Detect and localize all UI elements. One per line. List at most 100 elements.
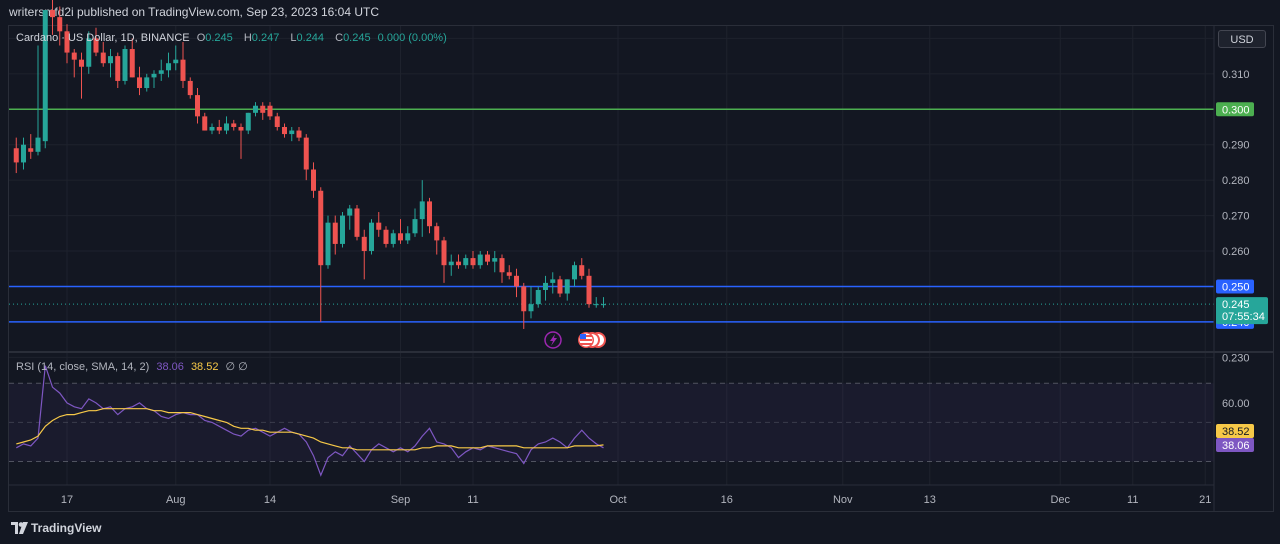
tradingview-brand[interactable]: TradingView [31, 521, 102, 535]
last-price-box [1216, 297, 1268, 325]
time-tick-label: Aug [166, 494, 186, 506]
rsi-badge-label: 38.52 [1222, 426, 1250, 438]
candle [274, 112, 280, 131]
candle-body [79, 59, 84, 67]
symbol-name[interactable]: Cardano · US Dollar, 1D, BINANCE [16, 32, 190, 44]
candle [485, 251, 490, 266]
candle-body [376, 222, 382, 230]
candle-body [224, 123, 229, 131]
candle-body [535, 289, 541, 305]
candle-body [100, 52, 106, 64]
candle [289, 126, 295, 142]
candle [253, 102, 258, 117]
candle [245, 112, 251, 135]
candle [354, 204, 360, 241]
candle [405, 226, 411, 244]
candle [166, 52, 171, 78]
time-tick-label: 13 [924, 494, 936, 506]
footer: TradingView [0, 512, 1280, 544]
candle [86, 31, 92, 74]
price-badge: 0.300 [1216, 102, 1254, 117]
us-flag-icon[interactable] [578, 332, 606, 348]
candle-body [129, 49, 135, 78]
candle-body [144, 77, 150, 89]
low-value: 0.244 [296, 32, 325, 44]
candle-body [448, 261, 454, 266]
candle [13, 137, 19, 174]
time-tick-label: 17 [61, 494, 73, 506]
candle [528, 286, 534, 319]
candle [129, 38, 135, 78]
candle-body [180, 59, 186, 81]
time-tick-label: 14 [264, 494, 276, 506]
candle [412, 208, 418, 237]
candle-body [115, 56, 121, 81]
rsi-value-badge: 38.52 [1216, 424, 1254, 438]
candle-body [550, 279, 556, 283]
time-tick-label: Sep [391, 494, 411, 506]
candle [187, 77, 193, 99]
price-badge-label: 0.300 [1222, 104, 1250, 116]
countdown-label: 07:55:34 [1222, 311, 1265, 323]
candle [42, 10, 48, 149]
candle [557, 275, 563, 298]
candle-body [274, 116, 280, 127]
candle-body [28, 148, 34, 152]
candle-body [137, 77, 142, 89]
candle [115, 52, 121, 89]
time-scale[interactable]: 17 Aug 14 Sep 11 Oct 16 Nov 13 Dec 11 21 [61, 494, 1212, 506]
time-tick-label: Oct [609, 494, 626, 506]
candle [28, 134, 34, 159]
candle [390, 229, 396, 248]
candle-body [456, 261, 461, 266]
symbol-legend[interactable]: Cardano · US Dollar, 1D, BINANCE O0.245 … [16, 32, 451, 44]
candle [231, 119, 237, 131]
candle [93, 27, 99, 57]
candle-body [187, 80, 193, 96]
publish-info: writersmfd2i published on TradingView.co… [9, 5, 379, 19]
rsi-legend[interactable]: RSI (14, close, SMA, 14, 2) 38.06 38.52 … [16, 360, 248, 373]
candle-body [601, 304, 606, 306]
candle [579, 258, 585, 280]
candle [593, 297, 599, 308]
candle [151, 70, 157, 89]
candle [311, 162, 316, 198]
candle-body [267, 105, 273, 117]
candle-body [325, 222, 331, 266]
candle-body [303, 137, 309, 170]
candle-body [412, 219, 418, 234]
candle [586, 268, 592, 308]
candle-body [13, 148, 19, 163]
top-bar: writersmfd2i published on TradingView.co… [0, 0, 1280, 24]
candle-body [296, 130, 302, 138]
candle-body [354, 208, 360, 237]
candle-body [50, 10, 55, 18]
candle-body [202, 116, 208, 131]
candle-body [231, 123, 237, 127]
candle [347, 204, 353, 230]
currency-button[interactable]: USD [1218, 30, 1266, 48]
candle [64, 24, 70, 64]
horizontal-levels[interactable] [9, 108, 1214, 323]
candle-body [21, 144, 26, 163]
flash-icon[interactable] [544, 331, 562, 349]
candle-body [57, 17, 63, 32]
candle [521, 282, 527, 329]
candle [448, 254, 454, 276]
candle [419, 180, 425, 237]
candle [441, 236, 447, 283]
candle [427, 197, 432, 234]
price-tick-label: 0.280 [1222, 175, 1250, 187]
candle [35, 45, 41, 156]
candle [209, 123, 215, 135]
candle-body [528, 304, 534, 312]
candle [195, 88, 200, 124]
candle-body [361, 236, 367, 252]
price-badge-label: 0.250 [1222, 281, 1250, 293]
candle [260, 102, 266, 120]
price-tick-label: 0.230 [1222, 352, 1250, 364]
candle-body [499, 258, 505, 273]
time-tick-label: 11 [1127, 494, 1138, 506]
rsi-title[interactable]: RSI (14, close, SMA, 14, 2) [16, 361, 150, 373]
